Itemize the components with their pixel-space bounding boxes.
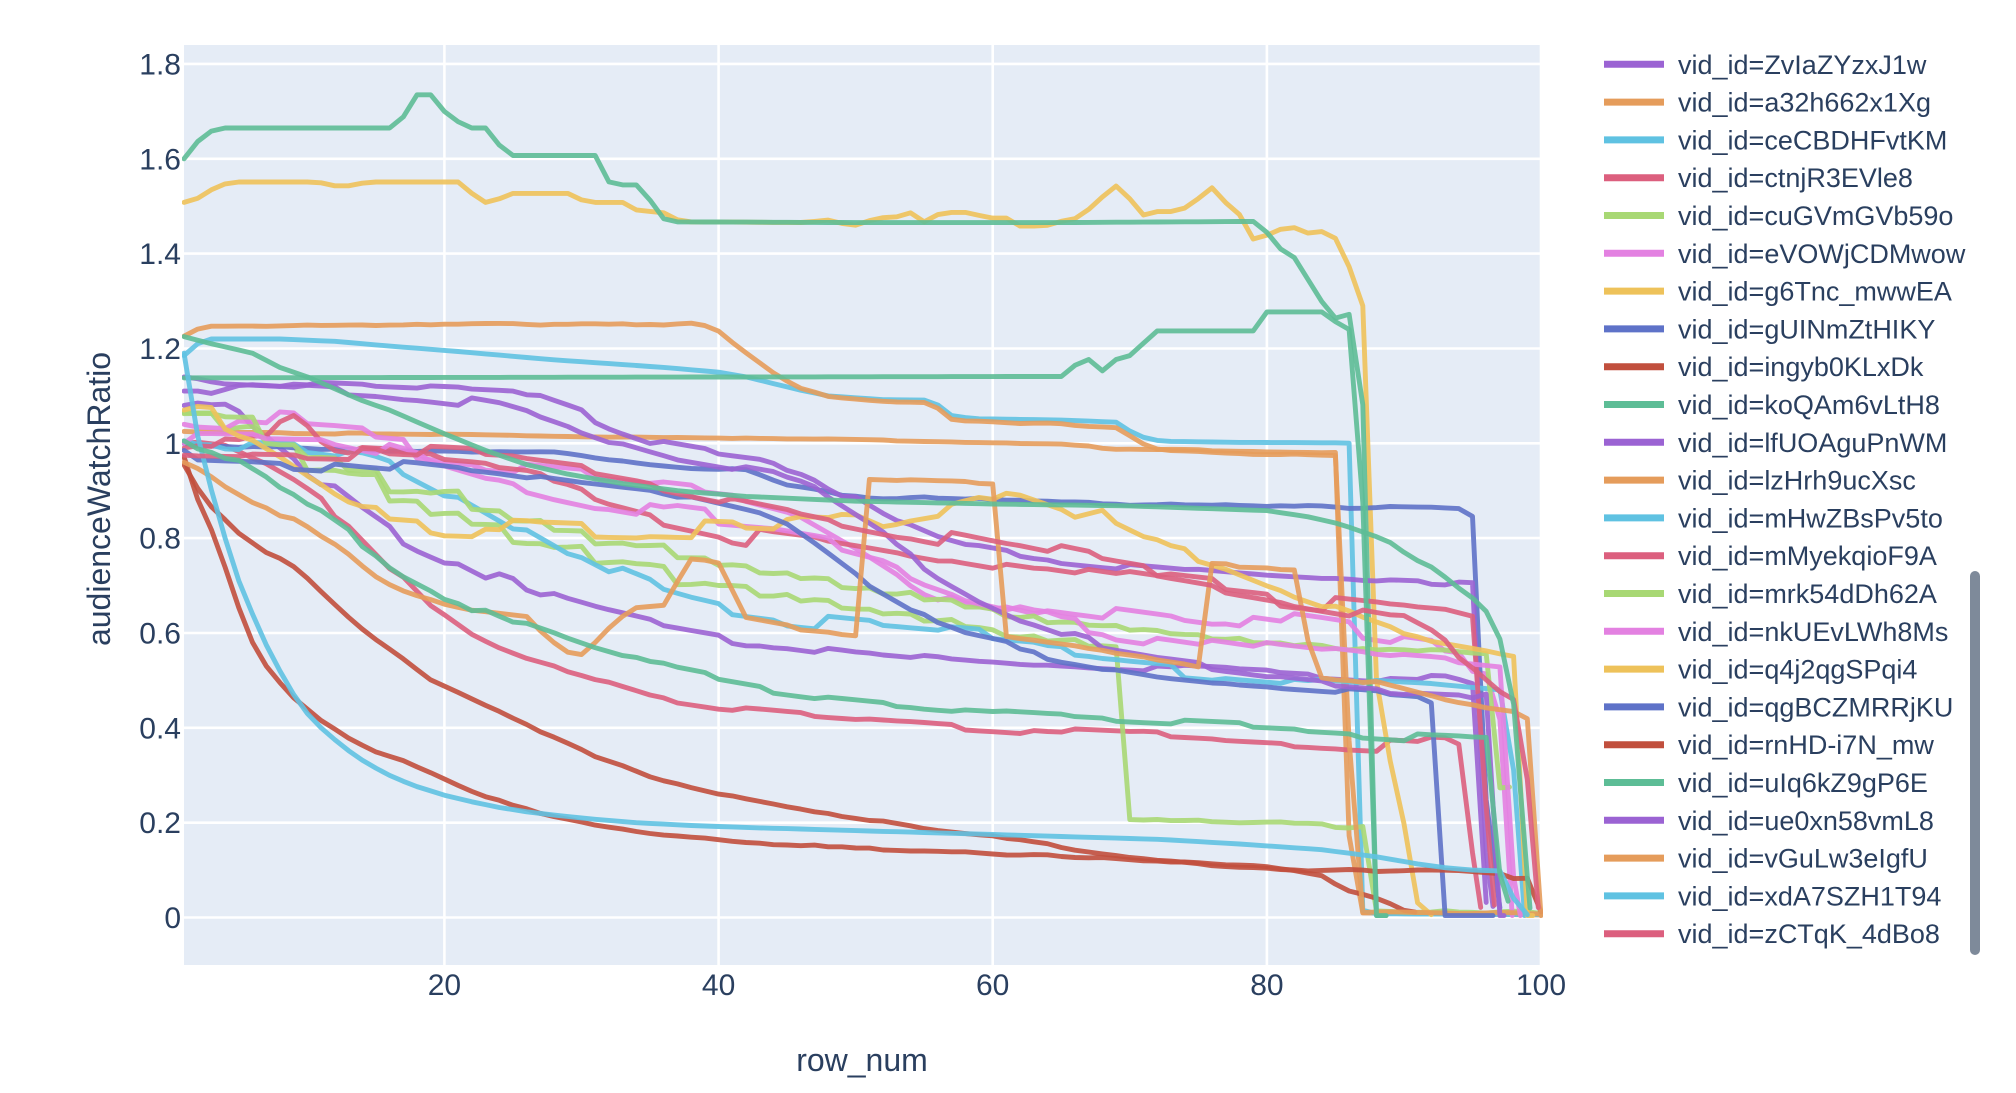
svg-text:vid_id=zCTqK_4dBo8: vid_id=zCTqK_4dBo8 — [1678, 919, 1940, 949]
svg-text:vid_id=lzHrh9ucXsc: vid_id=lzHrh9ucXsc — [1678, 466, 1916, 496]
svg-text:vid_id=ceCBDHFvtKM: vid_id=ceCBDHFvtKM — [1678, 125, 1947, 155]
svg-text:vid_id=uIq6kZ9gP6E: vid_id=uIq6kZ9gP6E — [1678, 768, 1928, 798]
svg-text:vid_id=gUINmZtHIKY: vid_id=gUINmZtHIKY — [1678, 314, 1935, 344]
svg-text:vid_id=a32h662x1Xg: vid_id=a32h662x1Xg — [1678, 88, 1931, 118]
svg-text:vid_id=ingyb0KLxDk: vid_id=ingyb0KLxDk — [1678, 352, 1924, 382]
svg-text:1: 1 — [164, 428, 181, 461]
svg-text:vid_id=rnHD-i7N_mw: vid_id=rnHD-i7N_mw — [1678, 730, 1934, 760]
svg-text:vid_id=lfUOAguPnWM: vid_id=lfUOAguPnWM — [1678, 428, 1947, 458]
svg-text:40: 40 — [702, 969, 735, 1002]
svg-text:60: 60 — [976, 969, 1009, 1002]
svg-text:vid_id=mHwZBsPv5to: vid_id=mHwZBsPv5to — [1678, 503, 1943, 533]
svg-text:vid_id=xdA7SZH1T94: vid_id=xdA7SZH1T94 — [1678, 881, 1941, 911]
svg-text:vid_id=mMyekqioF9A: vid_id=mMyekqioF9A — [1678, 541, 1937, 571]
svg-text:vid_id=ue0xn58vmL8: vid_id=ue0xn58vmL8 — [1678, 806, 1934, 836]
svg-text:audienceWatchRatio: audienceWatchRatio — [81, 352, 117, 646]
svg-text:row_num: row_num — [796, 1042, 928, 1078]
svg-text:vid_id=q4j2qgSPqi4: vid_id=q4j2qgSPqi4 — [1678, 655, 1917, 685]
svg-text:vid_id=ZvIaZYzxJ1w: vid_id=ZvIaZYzxJ1w — [1678, 50, 1927, 80]
svg-text:vid_id=ctnjR3EVle8: vid_id=ctnjR3EVle8 — [1678, 163, 1913, 193]
svg-text:vid_id=koQAm6vLtH8: vid_id=koQAm6vLtH8 — [1678, 390, 1940, 420]
svg-text:0.8: 0.8 — [139, 523, 181, 556]
svg-text:vid_id=vGuLw3eIgfU: vid_id=vGuLw3eIgfU — [1678, 844, 1928, 874]
svg-text:1.6: 1.6 — [139, 143, 181, 176]
svg-text:vid_id=qgBCZMRRjKU: vid_id=qgBCZMRRjKU — [1678, 692, 1953, 722]
svg-text:20: 20 — [428, 969, 461, 1002]
svg-text:vid_id=mrk54dDh62A: vid_id=mrk54dDh62A — [1678, 579, 1937, 609]
svg-text:vid_id=eVOWjCDMwow: vid_id=eVOWjCDMwow — [1678, 239, 1966, 269]
svg-text:vid_id=cuGVmGVb59o: vid_id=cuGVmGVb59o — [1678, 201, 1953, 231]
svg-text:0.2: 0.2 — [139, 807, 181, 840]
svg-text:1.4: 1.4 — [139, 238, 181, 271]
svg-text:1.2: 1.2 — [139, 333, 181, 366]
svg-text:1.8: 1.8 — [139, 48, 181, 81]
svg-text:0.4: 0.4 — [139, 712, 181, 745]
svg-text:80: 80 — [1250, 969, 1283, 1002]
svg-text:0.6: 0.6 — [139, 618, 181, 651]
svg-text:vid_id=g6Tnc_mwwEA: vid_id=g6Tnc_mwwEA — [1678, 277, 1952, 307]
svg-text:0: 0 — [164, 902, 181, 935]
svg-text:vid_id=nkUEvLWh8Ms: vid_id=nkUEvLWh8Ms — [1678, 617, 1948, 647]
svg-text:100: 100 — [1516, 969, 1566, 1002]
